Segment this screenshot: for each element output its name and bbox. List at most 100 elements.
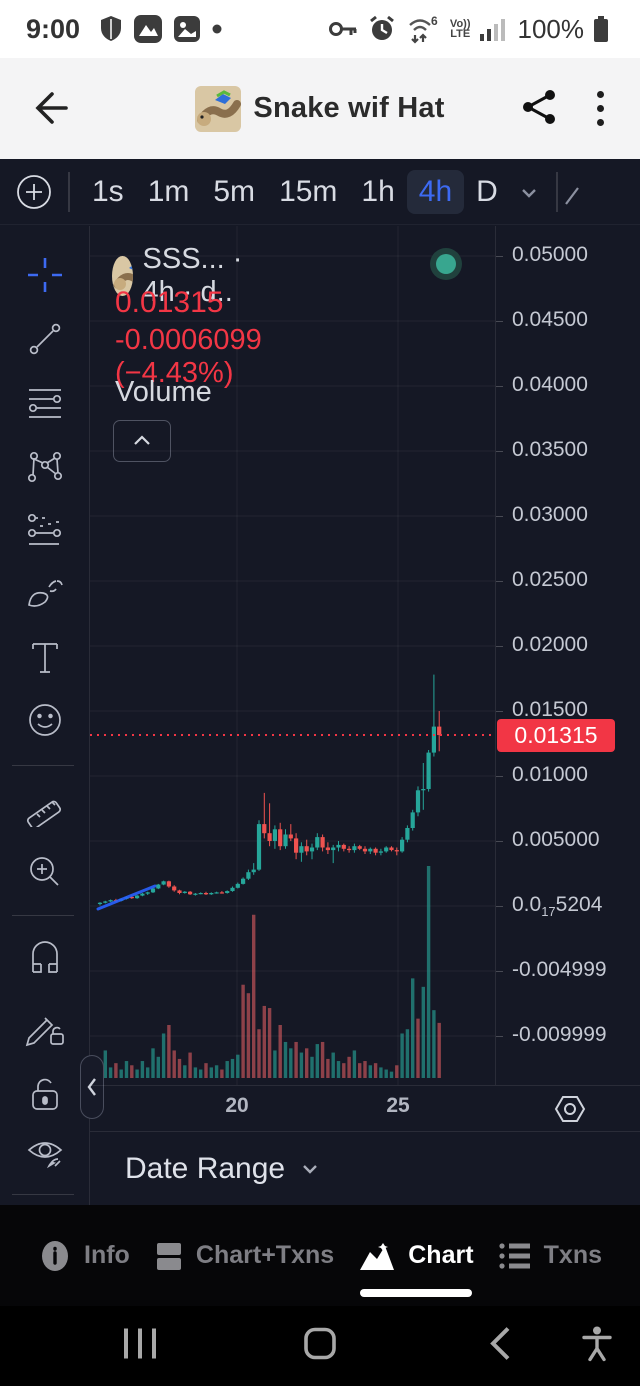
- emoji-tool-button[interactable]: [23, 698, 67, 742]
- bottom-tab-bar: Info Chart+Txns Chart Txns: [0, 1205, 640, 1306]
- brush-tool-button[interactable]: [23, 570, 67, 614]
- price-chart[interactable]: SSS... · 4h · d.. 0.01315 -0.0006099 (−4…: [80, 226, 640, 1119]
- signal-bars-icon: [479, 16, 505, 42]
- chart-settings-icon[interactable]: [552, 1091, 588, 1127]
- hide-drawings-tool-button[interactable]: [23, 1132, 67, 1176]
- add-indicator-button[interactable]: [14, 172, 54, 212]
- price-axis-label: -0.009999: [512, 1023, 607, 1046]
- active-tab-indicator: [359, 1289, 472, 1297]
- tab-chart-txns[interactable]: Chart+Txns: [154, 1205, 334, 1306]
- last-price: 0.01315: [115, 286, 224, 319]
- unlock-all-tool-button[interactable]: [23, 1072, 67, 1116]
- chevron-down-icon: [297, 1156, 323, 1182]
- price-change: -0.0006099 (−4.43%): [115, 324, 262, 389]
- battery-icon: [593, 15, 609, 43]
- axis-tick: [496, 841, 503, 842]
- date-range-label: Date Range: [125, 1151, 286, 1185]
- axis-tick: [496, 906, 503, 907]
- share-button[interactable]: [520, 88, 558, 126]
- collapse-toolbar-handle[interactable]: [80, 1055, 104, 1119]
- timeframe-bar: 1s 1m 5m 15m 1h 4h D: [0, 159, 640, 225]
- magnet-tool-button[interactable]: [23, 935, 67, 979]
- divider: [555, 171, 558, 212]
- toolbar-separator: [12, 915, 74, 916]
- app-header: Snake wif Hat: [0, 58, 640, 159]
- gallery-notification-icon: [133, 14, 163, 44]
- android-navigation-bar: [0, 1306, 640, 1386]
- date-axis-label: 20: [225, 1094, 249, 1117]
- price-axis[interactable]: 0.05000 0.04500 0.04000 0.03500 0.03000 0.025…: [495, 226, 640, 1085]
- price-axis-label: 0.04000: [512, 373, 588, 396]
- timeframe-1d[interactable]: D: [476, 174, 498, 208]
- text-tool-button[interactable]: [23, 636, 67, 680]
- chart-main-area: SSS... · 4h · d.. 0.01315 -0.0006099 (−4…: [0, 226, 640, 1205]
- drawing-lock-tool-button[interactable]: [23, 1006, 67, 1050]
- battery-percent: 100%: [517, 13, 585, 44]
- timeframe-5m[interactable]: 5m: [213, 174, 256, 208]
- zoom-in-tool-button[interactable]: [23, 850, 67, 894]
- measure-tool-button[interactable]: [23, 785, 67, 829]
- menu-kebab-button[interactable]: [590, 88, 610, 128]
- back-nav-button[interactable]: [487, 1326, 513, 1367]
- stream-status-icon: [430, 248, 462, 280]
- axis-tick: [496, 256, 503, 257]
- price-axis-label: 0.0175204: [512, 893, 603, 920]
- date-range-selector[interactable]: Date Range: [90, 1131, 640, 1205]
- page-title: Snake wif Hat: [253, 92, 445, 124]
- tab-txns[interactable]: Txns: [498, 1205, 602, 1306]
- date-axis[interactable]: 20 25: [90, 1085, 640, 1131]
- key-icon: [328, 18, 358, 40]
- axis-tick: [496, 971, 503, 972]
- timeframe-1s[interactable]: 1s: [92, 174, 124, 208]
- accessibility-button[interactable]: [580, 1325, 614, 1368]
- trend-line-tool-button[interactable]: [23, 317, 67, 361]
- price-axis-label: 0.005000: [512, 828, 600, 851]
- clock: 9:00: [26, 13, 81, 44]
- price-axis-label: 0.02000: [512, 633, 588, 656]
- tab-chart-active[interactable]: Chart: [358, 1205, 474, 1306]
- volume-indicator-label[interactable]: Volume: [115, 376, 212, 408]
- xabcd-pattern-tool-button[interactable]: [23, 445, 67, 489]
- price-axis-label: 0.03500: [512, 438, 588, 461]
- projection-tool-button[interactable]: [23, 509, 67, 553]
- axis-tick: [496, 321, 503, 322]
- split-view-icon: [156, 1242, 181, 1270]
- axis-tick: [496, 1036, 503, 1037]
- recents-button[interactable]: [120, 1327, 160, 1366]
- collapse-legend-button[interactable]: [113, 420, 171, 462]
- info-icon: [42, 1240, 68, 1271]
- alarm-icon: [368, 15, 396, 43]
- fib-retracement-tool-button[interactable]: [23, 381, 67, 425]
- more-notifications-dot: [211, 23, 223, 35]
- crosshair-tool-button[interactable]: [23, 253, 67, 297]
- timeframe-4h-selected[interactable]: 4h: [406, 169, 465, 214]
- price-axis-label: 0.04500: [512, 308, 588, 331]
- candlestick-canvas[interactable]: [90, 226, 495, 1085]
- timeframe-dropdown-chevron-icon[interactable]: [514, 177, 544, 207]
- axis-tick: [496, 646, 503, 647]
- chart-column: SSS... · 4h · d.. 0.01315 -0.0006099 (−4…: [80, 226, 640, 1205]
- drawing-toolbar: [0, 226, 90, 1205]
- price-axis-label: 0.01000: [512, 763, 588, 786]
- timeframe-15m[interactable]: 15m: [279, 174, 338, 208]
- axis-tick: [496, 581, 503, 582]
- back-button[interactable]: [26, 86, 70, 130]
- token-avatar: [112, 256, 133, 296]
- home-button[interactable]: [303, 1327, 337, 1366]
- timeframe-1h[interactable]: 1h: [361, 174, 395, 208]
- axis-tick: [496, 516, 503, 517]
- list-icon: [499, 1242, 530, 1269]
- chart-style-icon-partial[interactable]: [564, 174, 580, 210]
- price-axis-label: 0.03000: [512, 503, 588, 526]
- shield-icon: [99, 15, 123, 43]
- image-notification-icon: [173, 15, 201, 43]
- symbol-title[interactable]: SSS... · 4h · d..: [142, 243, 243, 308]
- timeframe-1m[interactable]: 1m: [147, 174, 190, 208]
- tab-info[interactable]: Info: [38, 1205, 130, 1306]
- divider: [68, 171, 70, 212]
- status-bar: 9:00 6 Vo)) LTE: [0, 0, 640, 58]
- wifi6-icon: 6: [406, 13, 442, 45]
- volte-indicator: Vo)) LTE: [449, 18, 471, 40]
- current-price-badge: 0.01315: [497, 718, 615, 752]
